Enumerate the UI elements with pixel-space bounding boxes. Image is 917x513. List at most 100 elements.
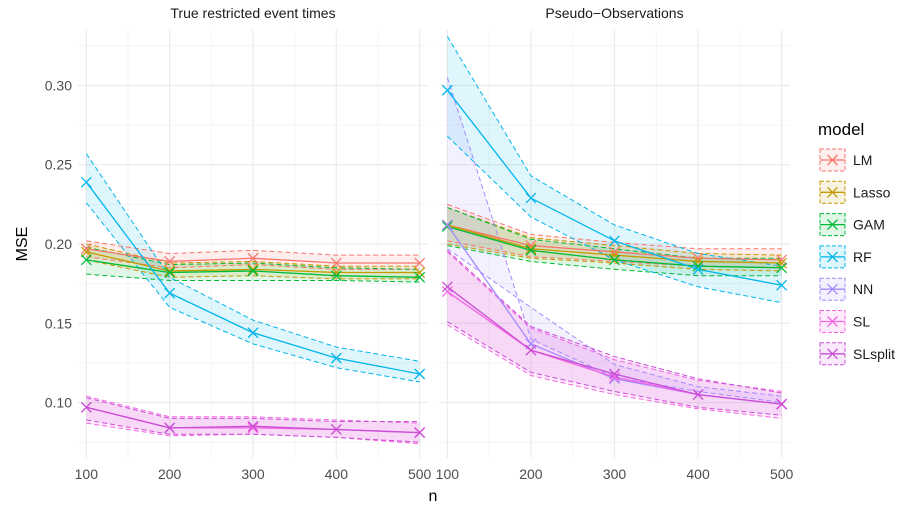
point-lasso <box>776 257 788 269</box>
point-gam <box>414 271 426 283</box>
point-rf <box>80 176 92 188</box>
lower-bound-slsplit <box>447 321 782 416</box>
upper-bound-slsplit <box>447 249 782 394</box>
point-rf <box>414 368 426 380</box>
y-tick-label: 0.25 <box>45 157 72 173</box>
upper-bound-rf <box>85 153 420 362</box>
point-lasso <box>80 246 92 258</box>
point-lm <box>330 257 342 269</box>
x-tick-label: 500 <box>770 466 794 482</box>
point-rf <box>441 84 453 96</box>
point-slsplit <box>525 344 537 356</box>
point-slsplit <box>609 368 620 380</box>
point-nn <box>441 219 453 231</box>
legend-item-lasso: Lasso <box>819 180 891 204</box>
panel-title: True restricted event times <box>170 5 335 21</box>
upper-bound-lasso <box>447 207 782 256</box>
x-tick-label: 300 <box>603 466 627 482</box>
legend-label: Lasso <box>853 184 891 200</box>
y-tick-label: 0.20 <box>45 236 72 252</box>
point-rf <box>692 263 704 275</box>
point-sl <box>609 371 620 383</box>
point-slsplit <box>441 281 453 293</box>
lower-bound-sl <box>447 324 782 419</box>
upper-bound-lm <box>86 240 420 256</box>
point-lasso <box>609 249 620 261</box>
ribbon-sl <box>447 251 782 419</box>
point-gam <box>525 244 537 256</box>
point-rf <box>776 279 788 291</box>
point-sl <box>247 422 259 434</box>
legend-item-slsplit: SLsplit <box>819 342 895 366</box>
legend-label: SLsplit <box>853 346 895 362</box>
legend-label: NN <box>853 281 873 297</box>
point-gam <box>330 270 342 282</box>
point-gam <box>164 267 176 278</box>
point-gam <box>609 254 620 266</box>
y-tick-label: 0.10 <box>45 395 72 411</box>
upper-bound-sl <box>447 251 782 392</box>
x-tick-label: 200 <box>158 466 182 482</box>
legend-label: GAM <box>853 217 885 233</box>
ribbon-slsplit <box>447 250 782 416</box>
upper-bound-gam <box>447 207 782 259</box>
lower-bound-slsplit <box>86 419 420 443</box>
point-slsplit <box>692 389 704 401</box>
ribbon-sl <box>86 396 420 444</box>
legend-item-nn: NN <box>819 277 873 301</box>
point-sl <box>441 286 453 298</box>
legend-title: model <box>818 120 864 139</box>
upper-bound-slsplit <box>86 397 420 423</box>
ribbon-lasso <box>447 207 782 271</box>
point-lasso <box>164 265 176 277</box>
legend-item-gam: GAM <box>819 213 885 237</box>
ribbon-slsplit <box>86 397 420 443</box>
legend-label: SL <box>853 314 870 330</box>
ribbon-rf <box>447 36 782 303</box>
upper-bound-sl <box>86 395 420 424</box>
legend-item-lm: LM <box>819 148 872 172</box>
point-rf <box>525 192 537 204</box>
x-tick-label: 500 <box>408 466 432 482</box>
ribbon-lm <box>447 204 782 268</box>
legend-label: RF <box>853 249 872 265</box>
lower-bound-rf <box>85 202 420 383</box>
x-tick-label: 300 <box>241 466 265 482</box>
panel-title: Pseudo−Observations <box>545 5 683 21</box>
panel-2: Pseudo−Observations 100 200 300 400 500 <box>436 5 794 482</box>
point-slsplit <box>247 420 259 432</box>
point-rf <box>164 287 176 299</box>
lower-bound-gam <box>447 245 782 277</box>
x-tick-label: 400 <box>325 466 349 482</box>
x-axis-title: n <box>429 488 438 505</box>
legend-item-rf: RF <box>819 245 872 269</box>
ribbon-nn <box>447 77 782 403</box>
point-rf <box>609 235 620 247</box>
x-tick-label: 200 <box>519 466 543 482</box>
upper-bound-rf <box>446 36 782 267</box>
point-slsplit <box>330 424 342 435</box>
point-slsplit <box>164 422 176 434</box>
y-axis-title: MSE <box>14 227 31 262</box>
point-slsplit <box>414 427 426 439</box>
point-lasso <box>692 255 704 267</box>
point-lm <box>414 257 426 269</box>
point-lm <box>164 255 176 267</box>
lower-bound-sl <box>86 422 420 445</box>
upper-bound-lm <box>447 203 782 250</box>
legend-label: LM <box>853 152 872 168</box>
x-tick-label: 100 <box>436 466 460 482</box>
point-lm <box>247 252 259 264</box>
point-lasso <box>525 243 537 255</box>
point-gam <box>776 262 788 274</box>
lower-bound-lasso <box>86 259 420 280</box>
y-tick-label: 0.30 <box>45 77 72 93</box>
panel-1: True restricted event times 100 200 300 400 5… <box>75 5 432 482</box>
point-lasso <box>247 263 259 275</box>
legend-item-sl: SL <box>819 310 870 333</box>
point-rf <box>330 352 342 364</box>
point-slsplit <box>776 398 788 410</box>
point-slsplit <box>80 401 92 413</box>
x-tick-label: 400 <box>686 466 710 482</box>
